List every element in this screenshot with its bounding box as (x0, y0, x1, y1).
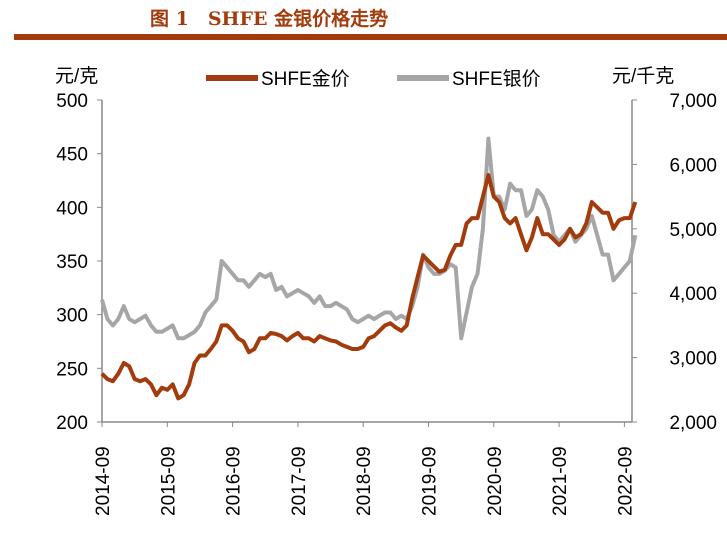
right-tick-label: 5,000 (669, 220, 717, 241)
left-tick-label: 450 (56, 145, 88, 166)
right-axis-unit: 元/千克 (612, 65, 674, 87)
left-tick-label: 250 (56, 359, 88, 380)
x-tick-label: 2015-09 (158, 446, 179, 516)
x-tick-label: 2019-09 (420, 446, 441, 516)
right-tick-label: 7,000 (669, 91, 717, 112)
x-tick-label: 2017-09 (289, 446, 310, 516)
legend-label-silver: SHFE银价 (452, 68, 541, 90)
right-tick-label: 3,000 (669, 349, 717, 370)
right-tick-label: 4,000 (669, 284, 717, 305)
left-tick-label: 300 (56, 306, 88, 327)
chart-title: 图 1 SHFE 金银价格走势 (150, 8, 389, 30)
x-tick-label: 2014-09 (93, 446, 114, 516)
legend: SHFE金价 SHFE银价 (206, 68, 541, 90)
left-tick-label: 350 (56, 252, 88, 273)
right-tick-label: 2,000 (669, 413, 717, 434)
title-rule (14, 34, 727, 40)
left-tick-label: 500 (56, 91, 88, 112)
left-tick-label: 200 (56, 413, 88, 434)
x-tick-label: 2016-09 (224, 446, 245, 516)
series-line-silver (100, 136, 638, 341)
x-tick-label: 2022-09 (615, 446, 636, 516)
x-tick-label: 2018-09 (354, 446, 375, 516)
series-line-gold (100, 173, 638, 401)
left-axis-unit: 元/克 (55, 65, 98, 87)
right-tick-label: 6,000 (669, 155, 717, 176)
x-tick-label: 2021-09 (550, 446, 571, 516)
x-tick-label: 2020-09 (485, 446, 506, 516)
left-tick-label: 400 (56, 198, 88, 219)
legend-label-gold: SHFE金价 (261, 68, 350, 90)
